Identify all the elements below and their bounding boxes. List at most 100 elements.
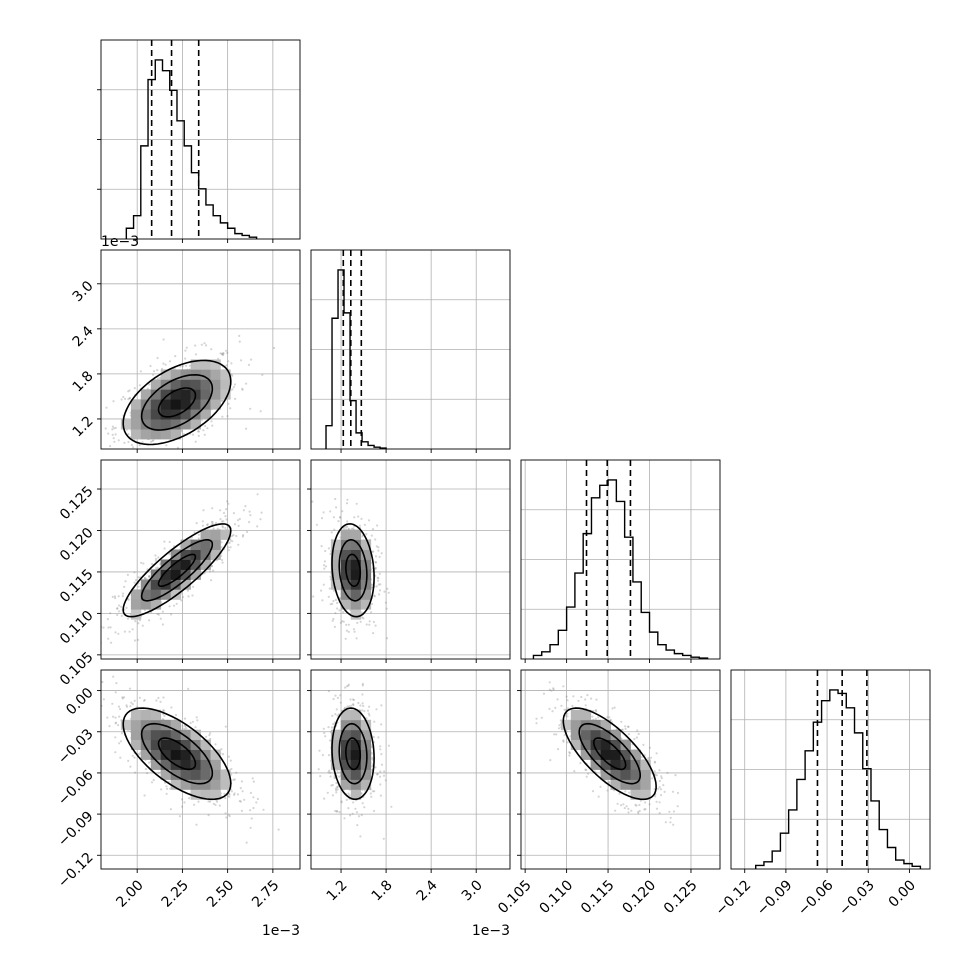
sample-point <box>347 683 350 686</box>
sample-point <box>220 546 223 549</box>
sample-point <box>145 577 148 580</box>
sample-point <box>350 527 353 530</box>
sample-point <box>595 710 598 713</box>
sample-point <box>335 789 338 792</box>
sample-point <box>336 607 339 610</box>
sample-point <box>157 556 160 559</box>
sample-point <box>252 806 255 810</box>
sample-point <box>329 603 332 606</box>
density-cell <box>120 419 132 430</box>
sample-point <box>366 709 370 712</box>
sample-point <box>156 369 159 372</box>
sample-point <box>347 792 350 795</box>
density-cell <box>180 569 191 580</box>
density-cell <box>170 749 182 760</box>
density-cell <box>210 539 221 550</box>
sample-point <box>147 761 151 764</box>
y-tick-label: 0.115 <box>57 566 97 606</box>
density-cell <box>630 759 641 770</box>
density-cell <box>150 429 162 440</box>
density-cell <box>350 559 362 570</box>
sample-point <box>372 809 376 813</box>
sample-point <box>168 553 171 556</box>
sample-point <box>192 585 195 588</box>
sample-point <box>146 387 149 390</box>
sample-point <box>227 360 230 363</box>
sample-point <box>118 742 121 745</box>
histogram-step <box>325 269 387 449</box>
sample-point <box>594 717 597 720</box>
density-cell <box>360 549 372 560</box>
sample-point <box>620 720 623 723</box>
sample-point <box>215 521 218 525</box>
sample-point <box>535 722 538 725</box>
sample-point <box>239 800 242 803</box>
sample-point <box>672 823 675 826</box>
sample-point <box>241 388 244 391</box>
sample-point <box>367 519 371 522</box>
density-cell <box>130 609 142 620</box>
sample-point <box>242 509 245 512</box>
sample-point <box>226 500 229 503</box>
sample-point <box>156 356 159 360</box>
sample-point <box>374 538 377 541</box>
sample-point <box>346 525 349 529</box>
sample-point <box>359 620 362 623</box>
sample-point <box>365 717 368 720</box>
sample-point <box>256 493 259 496</box>
density-cell <box>360 769 372 780</box>
sample-point <box>660 777 663 780</box>
sample-point <box>554 706 557 710</box>
sample-point <box>174 713 178 717</box>
sample-point <box>619 804 623 807</box>
sample-point <box>201 520 204 523</box>
sample-point <box>222 520 225 523</box>
density-cell <box>140 739 152 750</box>
sample-point <box>181 724 184 728</box>
sample-point <box>183 801 186 804</box>
sample-point <box>117 610 121 613</box>
sample-point <box>374 566 377 570</box>
sample-point <box>202 429 205 432</box>
sample-point <box>655 800 658 803</box>
sample-point <box>571 704 574 708</box>
sample-point <box>363 806 366 809</box>
sample-point <box>548 688 551 691</box>
sample-point <box>358 524 361 527</box>
sample-point <box>351 698 355 701</box>
x-tick-label: 0.115 <box>578 877 618 917</box>
sample-point <box>197 430 200 433</box>
density-cell <box>150 409 162 420</box>
density-cell <box>210 549 221 560</box>
density-cell <box>360 539 372 550</box>
sample-point <box>168 605 171 608</box>
sample-point <box>360 814 363 817</box>
sample-point <box>154 554 157 557</box>
sample-point <box>352 527 355 530</box>
sample-point <box>371 756 374 760</box>
sample-point <box>121 696 124 699</box>
histogram-step <box>125 59 258 239</box>
sample-point <box>624 727 627 731</box>
sample-point <box>220 352 223 355</box>
x-offset-label: 1e−3 <box>472 923 510 939</box>
sample-point <box>327 690 330 693</box>
sample-point <box>203 433 206 436</box>
density-cell <box>350 549 362 560</box>
sample-point <box>210 579 213 582</box>
sample-point <box>218 804 221 807</box>
x-tick-label: 0.120 <box>619 877 659 917</box>
sample-point <box>345 502 349 505</box>
panel-p1-vs-p2 <box>307 459 511 663</box>
density-cell <box>350 609 362 620</box>
y-tick-label: 1.8 <box>70 368 97 395</box>
sample-point <box>104 427 107 430</box>
sample-point <box>209 570 212 573</box>
sample-point <box>233 778 236 781</box>
sample-point <box>320 589 323 592</box>
sample-point <box>369 792 372 795</box>
sample-point <box>165 792 168 795</box>
sample-point <box>157 453 159 455</box>
sample-point <box>367 712 370 715</box>
sample-point <box>180 599 183 602</box>
